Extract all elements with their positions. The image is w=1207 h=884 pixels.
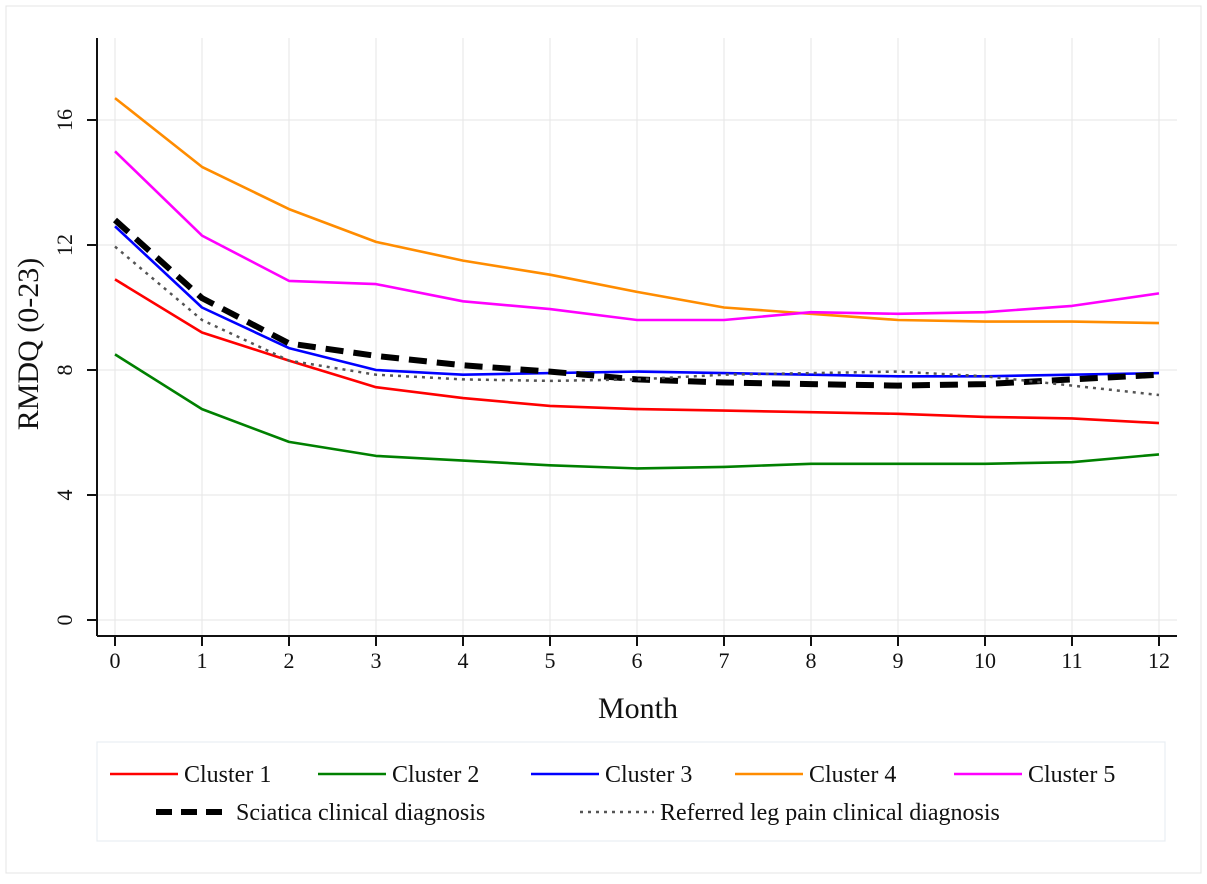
- x-tick-label: 7: [719, 648, 730, 673]
- legend-label-4: Cluster 4: [809, 762, 896, 788]
- series-lines: [112, 97, 1160, 470]
- legend-label-3: Cluster 3: [605, 762, 692, 788]
- series-line-7: [114, 245, 1160, 397]
- series-line-4: [114, 97, 1160, 325]
- y-tick-label: 12: [52, 234, 77, 256]
- x-tick-label: 10: [974, 648, 996, 673]
- legend-label-5: Cluster 5: [1028, 762, 1115, 788]
- x-tick-label: 11: [1061, 648, 1082, 673]
- chart-background: [5, 5, 1202, 874]
- x-tick-label: 6: [632, 648, 643, 673]
- x-tick-label: 12: [1148, 648, 1170, 673]
- series-line-2: [114, 353, 1160, 470]
- legend-label-1: Cluster 1: [184, 762, 271, 788]
- legend-label-2: Cluster 2: [392, 762, 479, 788]
- x-tick-label: 5: [545, 648, 556, 673]
- x-tick-label: 0: [110, 648, 121, 673]
- y-tick-label: 0: [52, 615, 77, 626]
- series-line-3: [114, 225, 1160, 378]
- y-tick-label: 16: [52, 109, 77, 131]
- series-line-5: [114, 150, 1160, 322]
- x-tick-label: 3: [371, 648, 382, 673]
- legend: Cluster 1 Cluster 2 Cluster 3 Cluster 4 Clus…: [96, 741, 1166, 842]
- x-axis-title: Month: [598, 692, 678, 725]
- series-line-6: [112, 217, 1160, 389]
- legend-label-7: Referred leg pain clinical diagnosis: [660, 800, 1000, 826]
- y-axis-title: RMDQ (0-23): [12, 258, 45, 431]
- x-tick-label: 2: [284, 648, 295, 673]
- grid: [97, 38, 1177, 636]
- legend-box: [96, 741, 1166, 842]
- x-tick-label: 9: [893, 648, 904, 673]
- legend-label-6: Sciatica clinical diagnosis: [236, 800, 485, 826]
- x-tick-label: 4: [458, 648, 469, 673]
- x-tick-label: 1: [197, 648, 208, 673]
- x-tick-label: 8: [806, 648, 817, 673]
- y-tick-label: 4: [52, 490, 77, 501]
- y-tick-label: 8: [52, 365, 77, 376]
